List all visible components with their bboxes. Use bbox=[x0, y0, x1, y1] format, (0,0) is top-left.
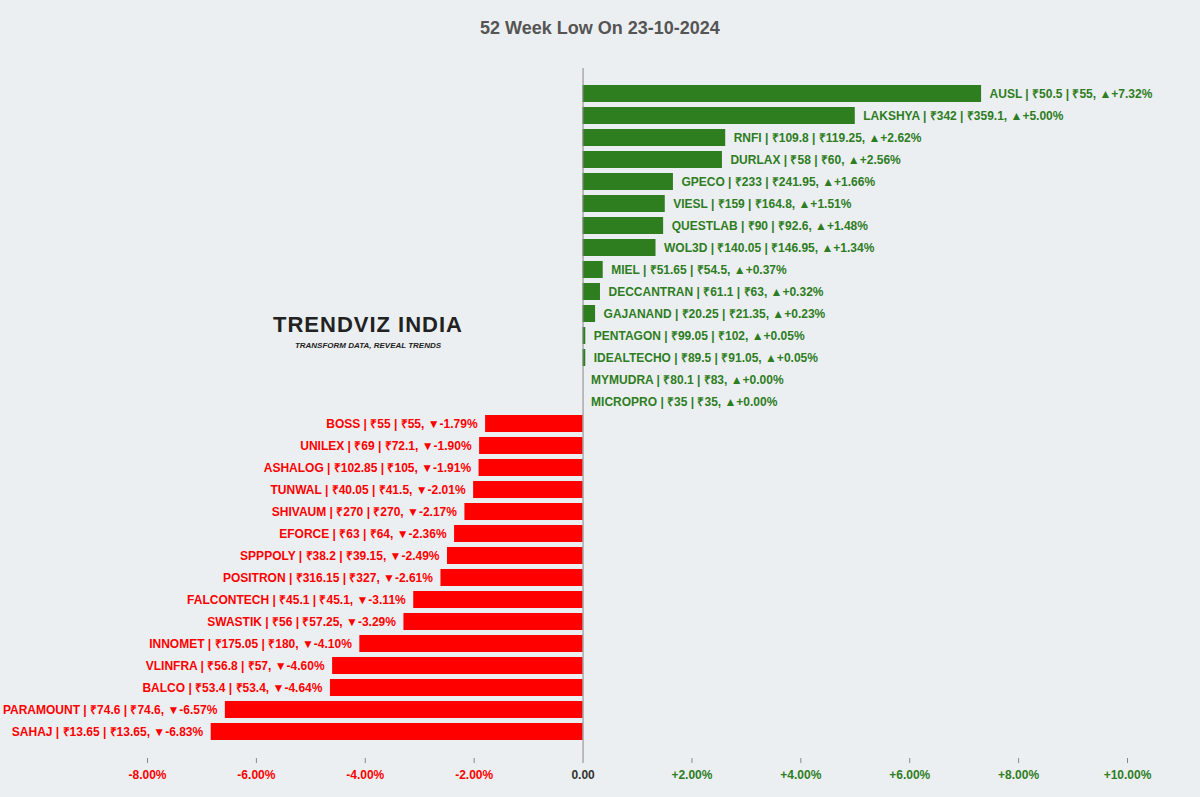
svg-text:DURLAX | ₹58 | ₹60, ▲+2.56%: DURLAX | ₹58 | ₹60, ▲+2.56% bbox=[730, 153, 901, 167]
svg-text:FALCONTECH | ₹45.1 | ₹45.1, ▼-: FALCONTECH | ₹45.1 | ₹45.1, ▼-3.11% bbox=[187, 593, 406, 607]
svg-text:MICROPRO | ₹35 | ₹35, ▲+0.00%: MICROPRO | ₹35 | ₹35, ▲+0.00% bbox=[591, 395, 778, 409]
svg-text:-8.00%: -8.00% bbox=[128, 768, 166, 782]
svg-text:ASHALOG | ₹102.85 | ₹105, ▼-1.: ASHALOG | ₹102.85 | ₹105, ▼-1.91% bbox=[264, 461, 472, 475]
svg-text:+10.00%: +10.00% bbox=[1104, 768, 1152, 782]
svg-text:SPPPOLY | ₹38.2 | ₹39.15, ▼-2.: SPPPOLY | ₹38.2 | ₹39.15, ▼-2.49% bbox=[240, 549, 440, 563]
svg-text:VLINFRA | ₹56.8 | ₹57, ▼-4.60%: VLINFRA | ₹56.8 | ₹57, ▼-4.60% bbox=[146, 659, 325, 673]
svg-text:+2.00%: +2.00% bbox=[671, 768, 712, 782]
svg-text:INNOMET | ₹175.05 | ₹180, ▼-4.: INNOMET | ₹175.05 | ₹180, ▼-4.10% bbox=[149, 637, 352, 651]
html-text:TRENDVIZ INDIA: TRENDVIZ INDIA bbox=[273, 312, 463, 337]
svg-text:MIEL | ₹51.65 | ₹54.5, ▲+0.37%: MIEL | ₹51.65 | ₹54.5, ▲+0.37% bbox=[611, 263, 787, 277]
svg-text:GAJANAND | ₹20.25 | ₹21.35, ▲+: GAJANAND | ₹20.25 | ₹21.35, ▲+0.23% bbox=[604, 307, 826, 321]
svg-text:IDEALTECHO | ₹89.5 | ₹91.05, ▲: IDEALTECHO | ₹89.5 | ₹91.05, ▲+0.05% bbox=[594, 351, 818, 365]
html-text:TRANSFORM DATA, REVEAL TRENDS: TRANSFORM DATA, REVEAL TRENDS bbox=[294, 341, 442, 350]
svg-text:WOL3D | ₹140.05 | ₹146.95, ▲+1: WOL3D | ₹140.05 | ₹146.95, ▲+1.34% bbox=[664, 241, 875, 255]
svg-text:VIESL | ₹159 | ₹164.8, ▲+1.51%: VIESL | ₹159 | ₹164.8, ▲+1.51% bbox=[673, 197, 851, 211]
svg-text:DECCANTRAN | ₹61.1 | ₹63, ▲+0.: DECCANTRAN | ₹61.1 | ₹63, ▲+0.32% bbox=[608, 285, 823, 299]
svg-text:UNILEX | ₹69 | ₹72.1, ▼-1.90%: UNILEX | ₹69 | ₹72.1, ▼-1.90% bbox=[300, 439, 472, 453]
svg-text:POSITRON | ₹316.15 | ₹327, ▼-2: POSITRON | ₹316.15 | ₹327, ▼-2.61% bbox=[223, 571, 433, 585]
svg-text:GPECO | ₹233 | ₹241.95, ▲+1.66: GPECO | ₹233 | ₹241.95, ▲+1.66% bbox=[681, 175, 875, 189]
svg-text:+8.00%: +8.00% bbox=[998, 768, 1039, 782]
svg-text:BALCO | ₹53.4 | ₹53.4, ▼-4.64%: BALCO | ₹53.4 | ₹53.4, ▼-4.64% bbox=[142, 681, 322, 695]
svg-text:+6.00%: +6.00% bbox=[889, 768, 930, 782]
svg-text:SAHAJ | ₹13.65 | ₹13.65, ▼-6.8: SAHAJ | ₹13.65 | ₹13.65, ▼-6.83% bbox=[12, 725, 204, 739]
svg-text:BOSS | ₹55 | ₹55, ▼-1.79%: BOSS | ₹55 | ₹55, ▼-1.79% bbox=[326, 417, 478, 431]
svg-text:0.00: 0.00 bbox=[571, 768, 595, 782]
svg-text:SWASTIK | ₹56 | ₹57.25, ▼-3.29: SWASTIK | ₹56 | ₹57.25, ▼-3.29% bbox=[207, 615, 396, 629]
svg-text:QUESTLAB | ₹90 | ₹92.6, ▲+1.48: QUESTLAB | ₹90 | ₹92.6, ▲+1.48% bbox=[672, 219, 869, 233]
svg-text:RNFI | ₹109.8 | ₹119.25, ▲+2.6: RNFI | ₹109.8 | ₹119.25, ▲+2.62% bbox=[734, 131, 922, 145]
svg-text:LAKSHYA | ₹342 | ₹359.1, ▲+5.0: LAKSHYA | ₹342 | ₹359.1, ▲+5.00% bbox=[863, 109, 1063, 123]
svg-text:PENTAGON | ₹99.05 | ₹102, ▲+0.: PENTAGON | ₹99.05 | ₹102, ▲+0.05% bbox=[594, 329, 805, 343]
svg-text:PARAMOUNT | ₹74.6 | ₹74.6, ▼-6: PARAMOUNT | ₹74.6 | ₹74.6, ▼-6.57% bbox=[3, 703, 218, 717]
html-text:52 Week Low On 23-10-2024: 52 Week Low On 23-10-2024 bbox=[480, 18, 720, 38]
svg-text:SHIVAUM | ₹270 | ₹270, ▼-2.17%: SHIVAUM | ₹270 | ₹270, ▼-2.17% bbox=[272, 505, 457, 519]
svg-text:-6.00%: -6.00% bbox=[237, 768, 275, 782]
svg-text:-2.00%: -2.00% bbox=[455, 768, 493, 782]
svg-text:-4.00%: -4.00% bbox=[346, 768, 384, 782]
svg-text:MYMUDRA | ₹80.1 | ₹83, ▲+0.00%: MYMUDRA | ₹80.1 | ₹83, ▲+0.00% bbox=[591, 373, 784, 387]
svg-text:EFORCE | ₹63 | ₹64, ▼-2.36%: EFORCE | ₹63 | ₹64, ▼-2.36% bbox=[279, 527, 447, 541]
svg-text:AUSL | ₹50.5 | ₹55, ▲+7.32%: AUSL | ₹50.5 | ₹55, ▲+7.32% bbox=[990, 87, 1153, 101]
svg-text:+4.00%: +4.00% bbox=[780, 768, 821, 782]
svg-text:TUNWAL | ₹40.05 | ₹41.5, ▼-2.0: TUNWAL | ₹40.05 | ₹41.5, ▼-2.01% bbox=[271, 483, 466, 497]
